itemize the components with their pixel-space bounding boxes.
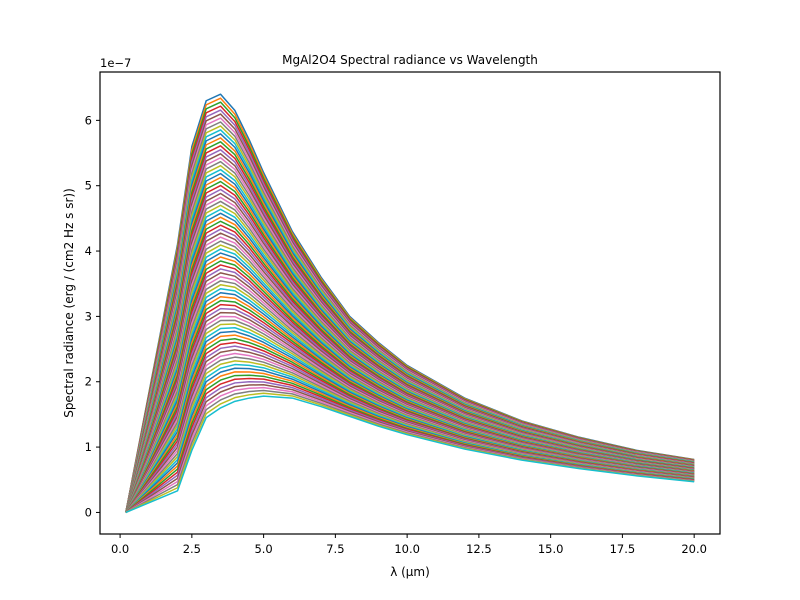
x-tick-label: 10.0 xyxy=(394,542,420,556)
x-tick-label: 5.0 xyxy=(254,542,272,556)
x-tick-label: 0.0 xyxy=(111,542,129,556)
plot-frame xyxy=(99,71,721,535)
y-tick-label: 5 xyxy=(85,179,92,193)
series-line-80 xyxy=(125,395,695,514)
chart-title: MgAl2O4 Spectral radiance vs Wavelength xyxy=(282,53,538,67)
x-tick-label: 12.5 xyxy=(466,542,492,556)
x-axis-ticks: 0.0 2.5 5.0 7.5 10.0 12.5 15.0 17.5 20.0 xyxy=(111,534,707,556)
series-layer xyxy=(125,93,695,514)
x-tick-label: 17.5 xyxy=(610,542,636,556)
x-tick-label: 20.0 xyxy=(681,542,707,556)
y-tick-label: 3 xyxy=(85,309,92,323)
x-tick-label: 15.0 xyxy=(538,542,564,556)
y-tick-label: 4 xyxy=(85,244,92,258)
y-tick-label: 6 xyxy=(85,113,92,127)
y-axis-ticks: 0 1 2 3 4 5 6 xyxy=(85,113,100,519)
x-tick-label: 7.5 xyxy=(326,542,344,556)
y-tick-label: 2 xyxy=(85,375,92,389)
x-axis-label: λ (μm) xyxy=(390,565,430,579)
y-tick-label: 0 xyxy=(85,505,92,519)
y-axis-label: Spectral radiance (erg / (cm2 Hz s sr)) xyxy=(62,188,76,418)
y-tick-label: 1 xyxy=(85,440,92,454)
x-tick-label: 2.5 xyxy=(183,542,201,556)
y-offset-text: 1e−7 xyxy=(100,56,131,70)
